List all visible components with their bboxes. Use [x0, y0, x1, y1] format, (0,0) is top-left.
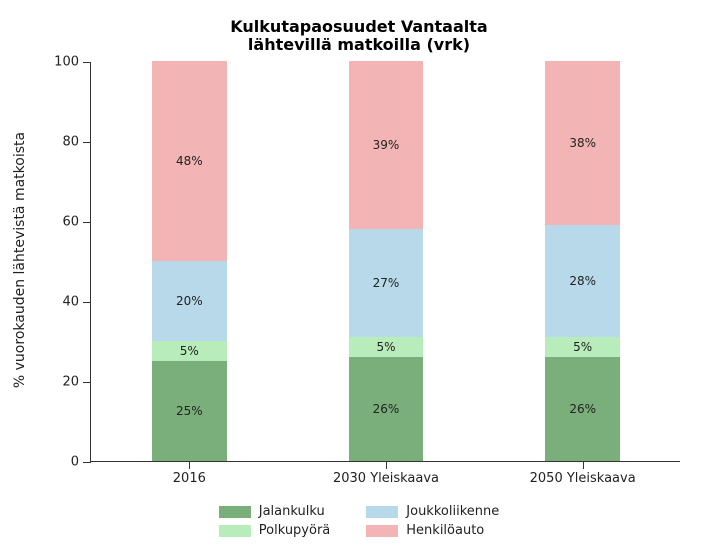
bar-segment-henkiloauto: 48%: [152, 61, 227, 261]
legend: Jalankulku Polkupyörä Joukkoliikenne Henkil…: [0, 504, 718, 538]
x-tick-label: 2016: [173, 461, 206, 486]
legend-label: Joukkoliikenne: [406, 504, 499, 519]
y-axis-label: % vuorokauden lähtevistä matkoista: [12, 132, 28, 388]
bar-segment-polkupyora: 5%: [545, 337, 620, 357]
legend-label: Henkilöauto: [406, 523, 484, 538]
plot-area: 020406080100201625%5%20%48%2030 Yleiskaa…: [90, 62, 680, 462]
chart-title-line1: Kulkutapaosuudet Vantaalta: [230, 17, 487, 36]
bar: 25%5%20%48%: [152, 61, 227, 461]
legend-column: Joukkoliikenne Henkilöauto: [366, 504, 499, 538]
bar-segment-jalankulku: 26%: [349, 357, 424, 461]
legend-item-jalankulku: Jalankulku: [219, 504, 331, 519]
bar-segment-polkupyora: 5%: [349, 337, 424, 357]
chart-title-line2: lähtevillä matkoilla (vrk): [248, 35, 470, 54]
bar: 26%5%28%38%: [545, 61, 620, 461]
chart-title: Kulkutapaosuudet Vantaalta lähtevillä ma…: [0, 18, 718, 55]
y-tick-label: 20: [62, 375, 91, 390]
bar-segment-joukkoliikenne: 27%: [349, 229, 424, 337]
legend-swatch: [366, 525, 398, 537]
legend-item-polkupyora: Polkupyörä: [219, 523, 331, 538]
legend-label: Jalankulku: [259, 504, 325, 519]
legend-column: Jalankulku Polkupyörä: [219, 504, 331, 538]
bar-segment-jalankulku: 26%: [545, 357, 620, 461]
y-tick-label: 100: [54, 55, 91, 70]
y-tick-label: 40: [62, 295, 91, 310]
bar: 26%5%27%39%: [349, 61, 424, 461]
legend-swatch: [219, 506, 251, 518]
legend-item-henkiloauto: Henkilöauto: [366, 523, 499, 538]
y-tick-label: 80: [62, 135, 91, 150]
bar-segment-joukkoliikenne: 28%: [545, 225, 620, 337]
legend-label: Polkupyörä: [259, 523, 331, 538]
y-tick-label: 0: [71, 455, 91, 470]
x-tick-label: 2050 Yleiskaava: [530, 461, 636, 486]
bar-segment-joukkoliikenne: 20%: [152, 261, 227, 341]
bar-segment-jalankulku: 25%: [152, 361, 227, 461]
legend-item-joukkoliikenne: Joukkoliikenne: [366, 504, 499, 519]
y-tick-label: 60: [62, 215, 91, 230]
x-tick-label: 2030 Yleiskaava: [333, 461, 439, 486]
legend-swatch: [366, 506, 398, 518]
chart-container: Kulkutapaosuudet Vantaalta lähtevillä ma…: [0, 0, 718, 550]
bar-segment-henkiloauto: 38%: [545, 61, 620, 225]
bar-segment-polkupyora: 5%: [152, 341, 227, 361]
bar-segment-henkiloauto: 39%: [349, 61, 424, 229]
legend-swatch: [219, 525, 251, 537]
